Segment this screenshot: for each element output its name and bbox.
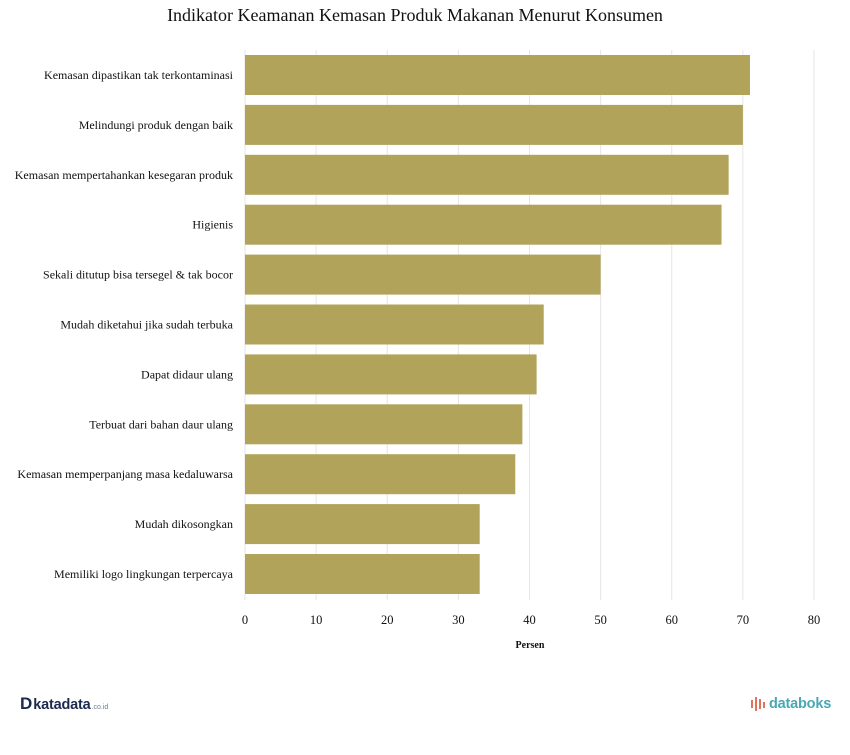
category-label: Sekali ditutup bisa tersegel & tak bocor <box>43 268 233 282</box>
bar <box>245 254 601 295</box>
x-tick-label: 20 <box>381 613 394 627</box>
x-tick-label: 10 <box>310 613 323 627</box>
katadata-logo: D katadata .co.id <box>20 694 108 714</box>
katadata-logo-suffix: .co.id <box>91 704 109 711</box>
katadata-logo-mark: D <box>20 694 33 713</box>
category-label: Melindungi produk dengan baik <box>79 118 233 132</box>
bar <box>245 104 743 145</box>
x-tick-label: 0 <box>242 613 248 627</box>
x-tick-label: 70 <box>737 613 750 627</box>
x-axis-ticks: 0 10 20 30 40 50 60 70 80 <box>242 613 820 627</box>
bar <box>245 154 729 195</box>
category-label: Kemasan dipastikan tak terkontaminasi <box>44 68 234 82</box>
bars <box>245 55 750 594</box>
category-labels: Kemasan dipastikan tak terkontaminasi Mel… <box>15 68 234 581</box>
x-axis-label: Persen <box>516 640 545 651</box>
category-label: Dapat didaur ulang <box>141 367 233 381</box>
category-label: Terbuat dari bahan daur ulang <box>89 417 233 431</box>
category-label: Kemasan mempertahankan kesegaran produk <box>15 168 233 182</box>
databoks-logo-icon <box>751 697 765 711</box>
chart-title: Indikator Keamanan Kemasan Produk Makana… <box>167 5 663 25</box>
category-label: Kemasan memperpanjang masa kedaluwarsa <box>17 467 233 481</box>
bar <box>245 55 750 95</box>
category-label: Mudah diketahui jika sudah terbuka <box>60 318 233 332</box>
x-tick-label: 30 <box>452 613 465 627</box>
bar-chart: Indikator Keamanan Kemasan Produk Makana… <box>15 5 821 651</box>
category-label: Higienis <box>192 218 233 232</box>
bar <box>245 354 537 395</box>
bar <box>245 304 544 345</box>
category-label: Mudah dikosongkan <box>135 517 233 531</box>
x-tick-label: 80 <box>808 613 821 627</box>
category-label: Memiliki logo lingkungan terpercaya <box>54 567 234 581</box>
x-tick-label: 60 <box>666 613 679 627</box>
bar <box>245 404 523 445</box>
x-tick-label: 40 <box>523 613 536 627</box>
bar <box>245 204 722 245</box>
x-tick-label: 50 <box>594 613 607 627</box>
databoks-logo: databoks <box>750 694 831 714</box>
bar <box>245 504 480 545</box>
bar <box>245 454 516 495</box>
bar <box>245 554 480 594</box>
databoks-logo-word: databoks <box>769 696 832 712</box>
katadata-logo-word: katadata <box>33 697 91 713</box>
